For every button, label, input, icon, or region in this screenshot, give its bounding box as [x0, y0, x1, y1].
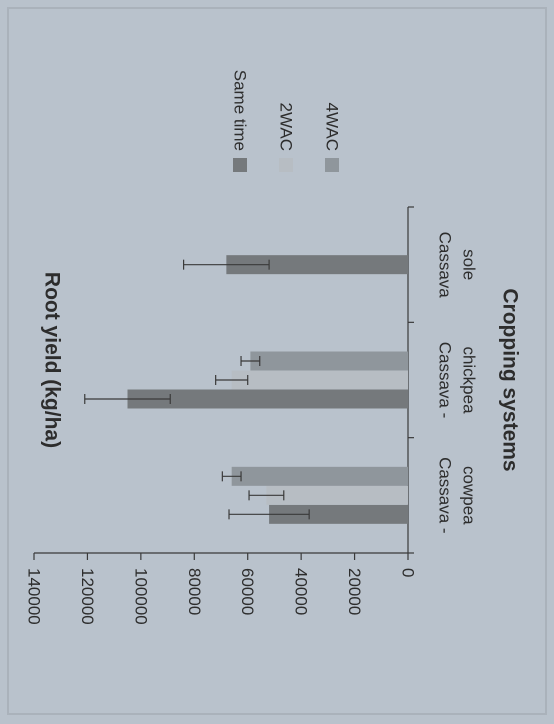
value-tick-label: 0: [399, 568, 418, 577]
legend-label: Same time: [231, 70, 250, 151]
legend-swatch: [325, 158, 339, 172]
category-label: Cassava -: [436, 342, 455, 419]
legend-label: 2WAC: [277, 103, 296, 152]
bar: [269, 504, 408, 524]
bar: [127, 389, 408, 409]
value-tick-label: 40000: [292, 568, 311, 615]
legend-swatch: [279, 158, 293, 172]
bar: [231, 466, 408, 486]
category-label: chickpea: [460, 346, 479, 414]
category-label: Cassava -: [436, 457, 455, 534]
category-label: cowpea: [460, 466, 479, 525]
bar: [226, 255, 408, 275]
legend-label: 4WAC: [323, 103, 342, 152]
value-tick-label: 140000: [25, 568, 44, 625]
category-label: sole: [460, 249, 479, 280]
value-tick-label: 80000: [185, 568, 204, 615]
x-axis-title: Cropping systems: [499, 288, 522, 471]
bar: [231, 370, 408, 390]
legend-swatch: [233, 158, 247, 172]
value-tick-label: 100000: [131, 568, 150, 625]
chart-border: [7, 7, 547, 715]
plot-area: 0 20000 40000 60000 80000 100000 120000 140000 C…: [25, 70, 522, 625]
value-tick-label: 20000: [345, 568, 364, 615]
category-label: Cassava: [436, 232, 455, 299]
bar: [266, 485, 408, 505]
value-tick-label: 120000: [78, 568, 97, 625]
bar: [250, 351, 408, 371]
value-tick-label: 60000: [238, 568, 257, 615]
y-axis-title: Root yield (kg/ha): [41, 272, 64, 448]
